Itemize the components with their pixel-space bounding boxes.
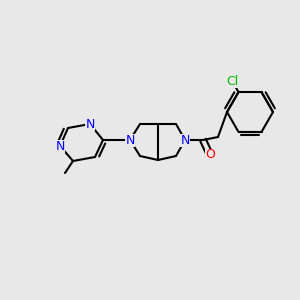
Text: Cl: Cl — [226, 75, 238, 88]
Text: N: N — [55, 140, 65, 152]
Text: N: N — [85, 118, 95, 130]
Text: O: O — [205, 148, 215, 161]
Text: N: N — [125, 134, 135, 146]
Text: N: N — [180, 134, 190, 146]
